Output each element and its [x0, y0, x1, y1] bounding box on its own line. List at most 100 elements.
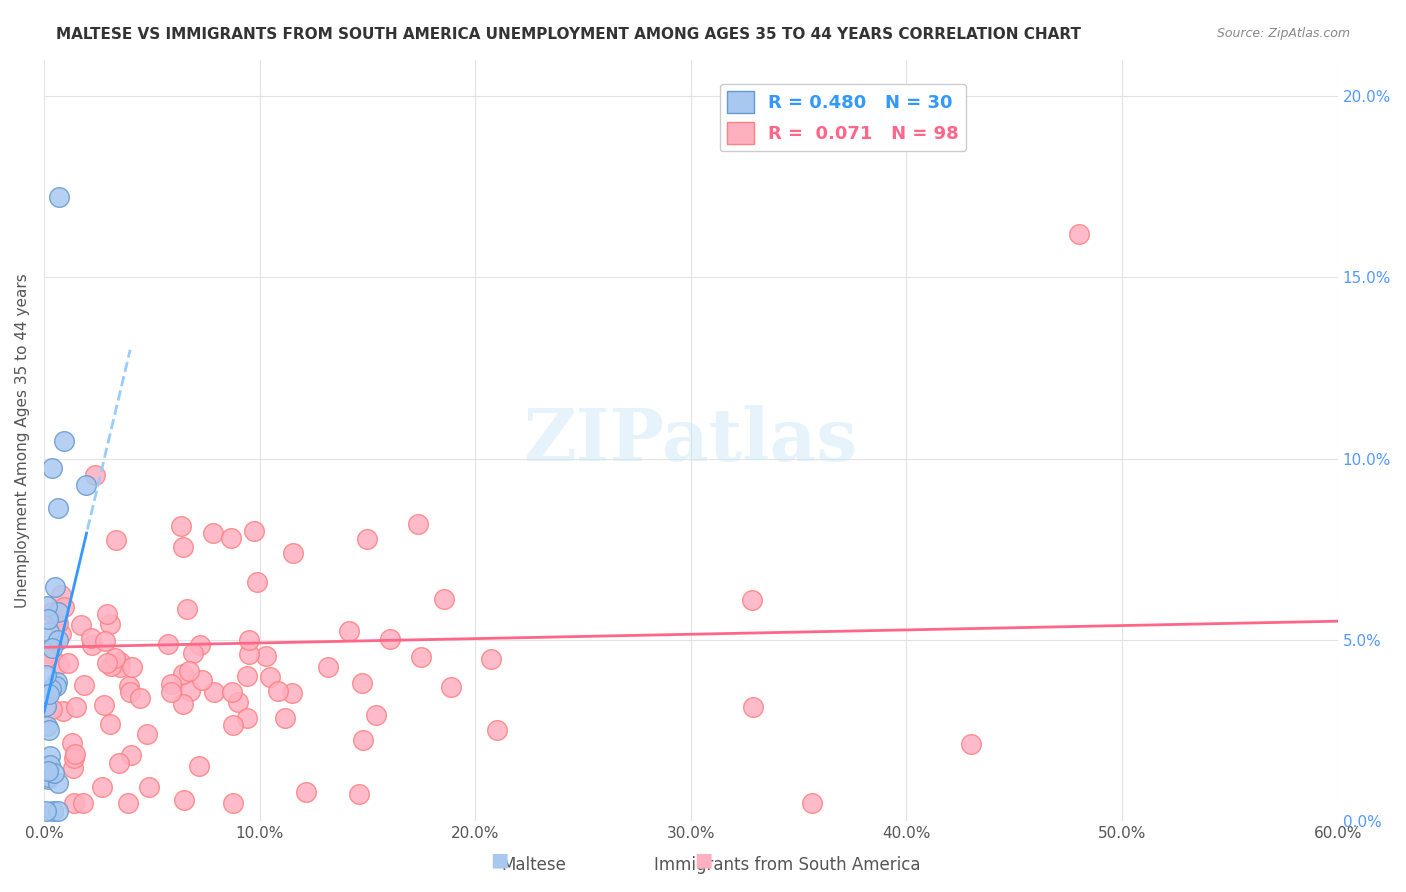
Immigrants from South America — [72, 797, 94, 811]
Immigrants from South America — [80, 631, 103, 645]
Immigrants from South America — [479, 652, 502, 666]
Y-axis label: Unemployment Among Ages 35 to 44 years: Unemployment Among Ages 35 to 44 years — [15, 273, 30, 608]
Maltese — [37, 764, 59, 778]
Maltese — [48, 190, 70, 204]
Text: ■: ■ — [693, 851, 713, 870]
Immigrants from South America — [243, 524, 266, 538]
Maltese — [38, 625, 60, 640]
Maltese — [38, 723, 60, 737]
Immigrants from South America — [439, 680, 461, 694]
Immigrants from South America — [108, 756, 131, 770]
Immigrants from South America — [62, 761, 84, 775]
Maltese — [35, 699, 58, 714]
Immigrants from South America — [742, 699, 765, 714]
Immigrants from South America — [356, 532, 378, 546]
Immigrants from South America — [73, 678, 96, 692]
Immigrants from South America — [35, 646, 58, 660]
Immigrants from South America — [98, 717, 121, 731]
Immigrants from South America — [104, 651, 127, 665]
Immigrants from South America — [236, 711, 259, 725]
Immigrants from South America — [219, 531, 242, 545]
Immigrants from South America — [366, 707, 388, 722]
Immigrants from South America — [80, 638, 103, 652]
Immigrants from South America — [181, 646, 204, 660]
Maltese — [41, 804, 63, 818]
Maltese — [35, 667, 58, 681]
Immigrants from South America — [177, 664, 200, 678]
Maltese — [37, 612, 59, 626]
Immigrants from South America — [53, 600, 76, 615]
Immigrants from South America — [295, 785, 318, 799]
Immigrants from South America — [35, 651, 58, 665]
Maltese — [46, 500, 69, 515]
Immigrants from South America — [254, 648, 277, 663]
Immigrants from South America — [108, 659, 131, 673]
Immigrants from South America — [226, 695, 249, 709]
Immigrants from South America — [157, 637, 180, 651]
Immigrants from South America — [238, 633, 260, 648]
Immigrants from South America — [259, 669, 281, 683]
Immigrants from South America — [96, 656, 118, 670]
Immigrants from South America — [172, 697, 194, 711]
Immigrants from South America — [170, 518, 193, 533]
Maltese — [46, 605, 69, 619]
Immigrants from South America — [173, 792, 195, 806]
Immigrants from South America — [65, 700, 87, 714]
Text: Source: ZipAtlas.com: Source: ZipAtlas.com — [1216, 27, 1350, 40]
Text: MALTESE VS IMMIGRANTS FROM SOUTH AMERICA UNEMPLOYMENT AMONG AGES 35 TO 44 YEARS : MALTESE VS IMMIGRANTS FROM SOUTH AMERICA… — [56, 27, 1081, 42]
Immigrants from South America — [136, 726, 159, 740]
Immigrants from South America — [108, 655, 131, 669]
Maltese — [46, 632, 69, 647]
Immigrants from South America — [959, 738, 981, 752]
Maltese — [35, 599, 58, 614]
Immigrants from South America — [159, 685, 181, 699]
Text: Immigrants from South America: Immigrants from South America — [654, 856, 921, 874]
Immigrants from South America — [117, 797, 139, 811]
Immigrants from South America — [46, 616, 69, 631]
Maltese — [44, 580, 66, 594]
Immigrants from South America — [188, 639, 211, 653]
Immigrants from South America — [352, 733, 374, 747]
Maltese — [45, 680, 67, 694]
Immigrants from South America — [48, 657, 70, 671]
Immigrants from South America — [246, 575, 269, 590]
Maltese — [41, 461, 63, 475]
Text: ■: ■ — [489, 851, 509, 870]
Immigrants from South America — [172, 540, 194, 554]
Immigrants from South America — [121, 660, 143, 674]
Immigrants from South America — [172, 667, 194, 681]
Maltese — [38, 749, 60, 764]
Immigrants from South America — [350, 676, 373, 690]
Immigrants from South America — [105, 533, 128, 548]
Immigrants from South America — [202, 525, 225, 540]
Maltese — [76, 478, 98, 492]
Immigrants from South America — [485, 723, 508, 738]
Immigrants from South America — [41, 605, 63, 619]
Immigrants from South America — [176, 602, 198, 616]
Immigrants from South America — [274, 711, 297, 725]
Immigrants from South America — [160, 676, 183, 690]
Immigrants from South America — [93, 633, 115, 648]
Immigrants from South America — [337, 624, 360, 638]
Maltese — [35, 719, 58, 733]
Immigrants from South America — [222, 718, 245, 732]
Immigrants from South America — [120, 685, 142, 699]
Maltese — [37, 772, 59, 786]
Maltese — [39, 681, 62, 696]
Immigrants from South America — [63, 747, 86, 761]
Immigrants from South America — [138, 780, 160, 794]
Immigrants from South America — [93, 698, 115, 713]
Immigrants from South America — [188, 759, 211, 773]
Immigrants from South America — [52, 704, 75, 718]
Immigrants from South America — [91, 780, 114, 794]
Maltese — [41, 640, 63, 655]
Immigrants from South America — [380, 632, 402, 647]
Immigrants from South America — [221, 797, 243, 811]
Immigrants from South America — [96, 607, 118, 621]
Immigrants from South America — [60, 735, 83, 749]
Immigrants from South America — [129, 691, 152, 706]
Immigrants from South America — [741, 593, 763, 607]
Immigrants from South America — [406, 516, 429, 531]
Maltese — [46, 804, 69, 818]
Maltese — [53, 434, 76, 448]
